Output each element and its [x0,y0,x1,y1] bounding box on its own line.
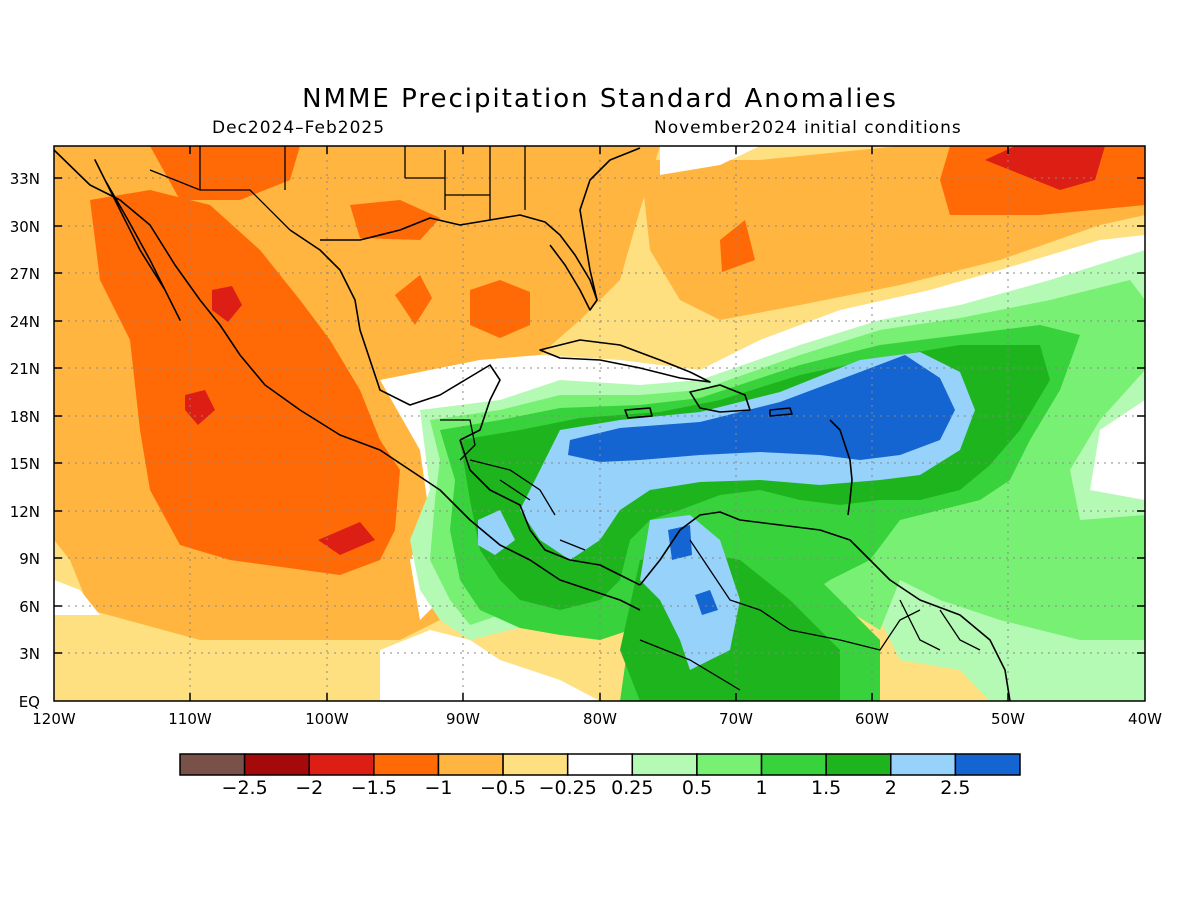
coastline-puerto-rico [769,407,793,417]
contour-plus-2-pacific [478,510,515,555]
colorbar-label: 2.5 [940,777,970,799]
coastline-us-gulf [320,214,598,311]
lat-label: 27N [10,265,40,283]
colorbar-labels: −2.5 −2 −1.5 −1 −0.5 −0.25 0.25 0.5 1 1.5 2 2.5 [222,777,971,799]
contour-minus-1.5-pacific [185,390,215,425]
colorbar-label: 2 [885,777,897,799]
colorbar-label: 1 [755,777,767,799]
border-guatemala-mexico [440,419,476,461]
coastline-hispaniola [689,384,751,413]
coastline-south-america-north [639,511,1011,701]
graticule [54,146,1145,701]
lat-label: 21N [10,360,40,378]
colorbar-label: −0.5 [480,777,526,799]
border-guianas [899,599,981,651]
colorbar-swatch [179,753,246,776]
colorbar-label: −0.25 [539,777,597,799]
map-area [54,146,1145,701]
coastline-mexico-pacific [54,149,641,611]
figure-title: NMME Precipitation Standard Anomalies [302,84,898,114]
colorbar-label: −2 [295,777,323,799]
contour-minus-1-bahamas [720,220,755,272]
contour-plus-0.5-east [1080,515,1145,560]
border-us-states [199,146,526,220]
colorbar-swatch [631,753,698,776]
near-normal-pacific-equator [380,630,600,701]
lon-label: 90W [446,710,480,728]
lat-label: 9N [19,550,40,568]
lat-label: 12N [10,503,40,521]
lon-label: 60W [855,710,889,728]
colorbar-label: −2.5 [222,777,268,799]
lon-label: 110W [168,710,212,728]
lat-label: 24N [10,313,40,331]
lat-label: EQ [19,693,40,711]
lat-labels: 33N 30N 27N 24N 21N 18N 15N 12N 9N 6N 3N… [10,170,40,711]
colorbar-label: 0.5 [682,777,712,799]
border-colombia-venezuela [689,539,791,631]
coastline-baja [94,159,181,321]
colorbar-label: 0.25 [611,777,653,799]
lon-label: 70W [719,710,753,728]
border-colombia-peru [639,639,741,691]
border-central-america [469,459,586,551]
colorbar-swatch [437,753,504,776]
lon-label: 120W [32,710,76,728]
colorbar [179,753,1021,776]
coastline-central-america-caribbean [459,439,641,586]
lon-label: 50W [991,710,1025,728]
lat-label: 30N [10,218,40,236]
colorbar-label: 1.5 [811,777,841,799]
colorbar-swatch [760,753,827,776]
lat-label: 18N [10,408,40,426]
colorbar-label: −1.5 [351,777,397,799]
colorbar-swatch [502,753,569,776]
contour-plus-2.5 [568,355,955,462]
contour-minus-1.5-atlantic [985,146,1105,190]
colorbar-swatch [373,753,440,776]
colorbar-swatch [308,753,375,776]
colorbar-swatch [566,753,634,776]
contour-minus-1.5-mexico [212,286,242,322]
contour-minus-1-mexico-north [150,146,300,200]
lon-label: 40W [1128,710,1162,728]
lon-label: 100W [305,710,349,728]
forecast-period: Dec2024–Feb2025 [212,118,386,138]
coastline-cuba [539,339,711,383]
initial-conditions: November2024 initial conditions [654,118,962,138]
contour-minus-1 [90,190,400,575]
colorbar-swatch [696,753,763,776]
lat-label: 33N [10,170,40,188]
near-normal-florida-strait [660,146,760,175]
contour-minus-1-gulf-east [470,280,530,338]
coastline-us-atlantic [579,147,641,301]
colorbar-swatch [243,753,310,776]
lat-label: 15N [10,455,40,473]
coastline-gulf-of-mexico [289,229,501,441]
coastline-jamaica [624,407,653,419]
near-normal-pacific-west [54,580,100,615]
contour-plus-2.5-patch [668,525,692,560]
lon-labels: 120W 110W 100W 90W 80W 70W 60W 50W 40W [32,710,1162,728]
coastlines [54,147,1011,701]
lat-label: 3N [19,645,40,663]
colorbar-swatch [954,753,1021,776]
lon-label: 80W [583,710,617,728]
coastline-lesser-antilles [829,419,853,516]
colorbar-swatch [825,753,892,776]
border-venezuela-brazil [789,609,921,651]
border-us-mexico [149,169,291,231]
lat-label: 6N [19,598,40,616]
colorbar-swatch [890,753,957,776]
axis-ticks [54,146,1145,701]
colorbar-label: −1 [424,777,452,799]
contour-minus-1-sargasso [350,200,440,240]
contour-minus-1-gulf-west [395,275,432,325]
contour-minus-1.5-southmex [318,522,375,555]
borders [149,146,981,691]
contour-plus-2.5-patch2 [695,590,718,615]
